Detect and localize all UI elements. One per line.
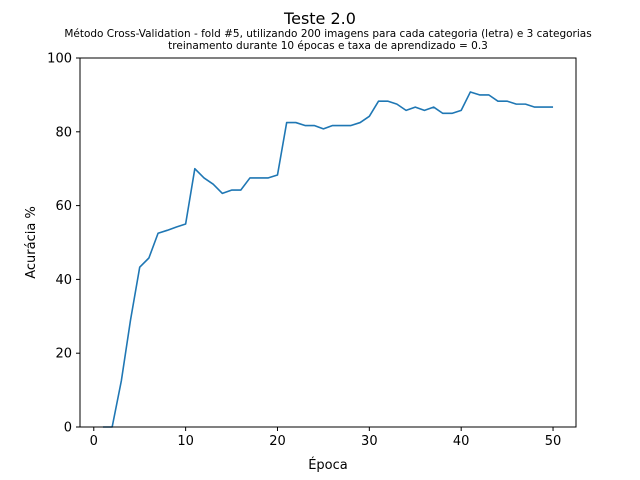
chart-subtitle-line-2: treinamento durante 10 épocas e taxa de … [168,40,488,52]
chart-subtitle-line-1: Método Cross-Validation - fold #5, utili… [64,28,591,40]
x-tick-label: 10 [177,434,194,449]
y-tick-label: 80 [55,125,72,140]
chart-title: Teste 2.0 [283,9,356,28]
y-tick-label: 100 [47,52,72,67]
x-axis-label: Época [308,457,348,473]
axis-ticks: 0 10 20 30 40 50 0 20 40 60 80 100 [47,52,561,450]
y-tick-label: 60 [55,199,72,214]
accuracy-series-line [102,91,554,428]
y-tick-label: 20 [55,347,72,362]
y-tick-label: 0 [64,421,72,436]
x-tick-label: 30 [361,434,378,449]
plot-area-frame [79,57,577,428]
x-tick-label: 40 [453,434,470,449]
x-tick-label: 50 [545,434,562,449]
y-axis-label: Acurácia % [24,206,39,279]
x-tick-label: 20 [269,434,286,449]
x-tick-label: 0 [90,434,98,449]
y-tick-label: 40 [55,273,72,288]
